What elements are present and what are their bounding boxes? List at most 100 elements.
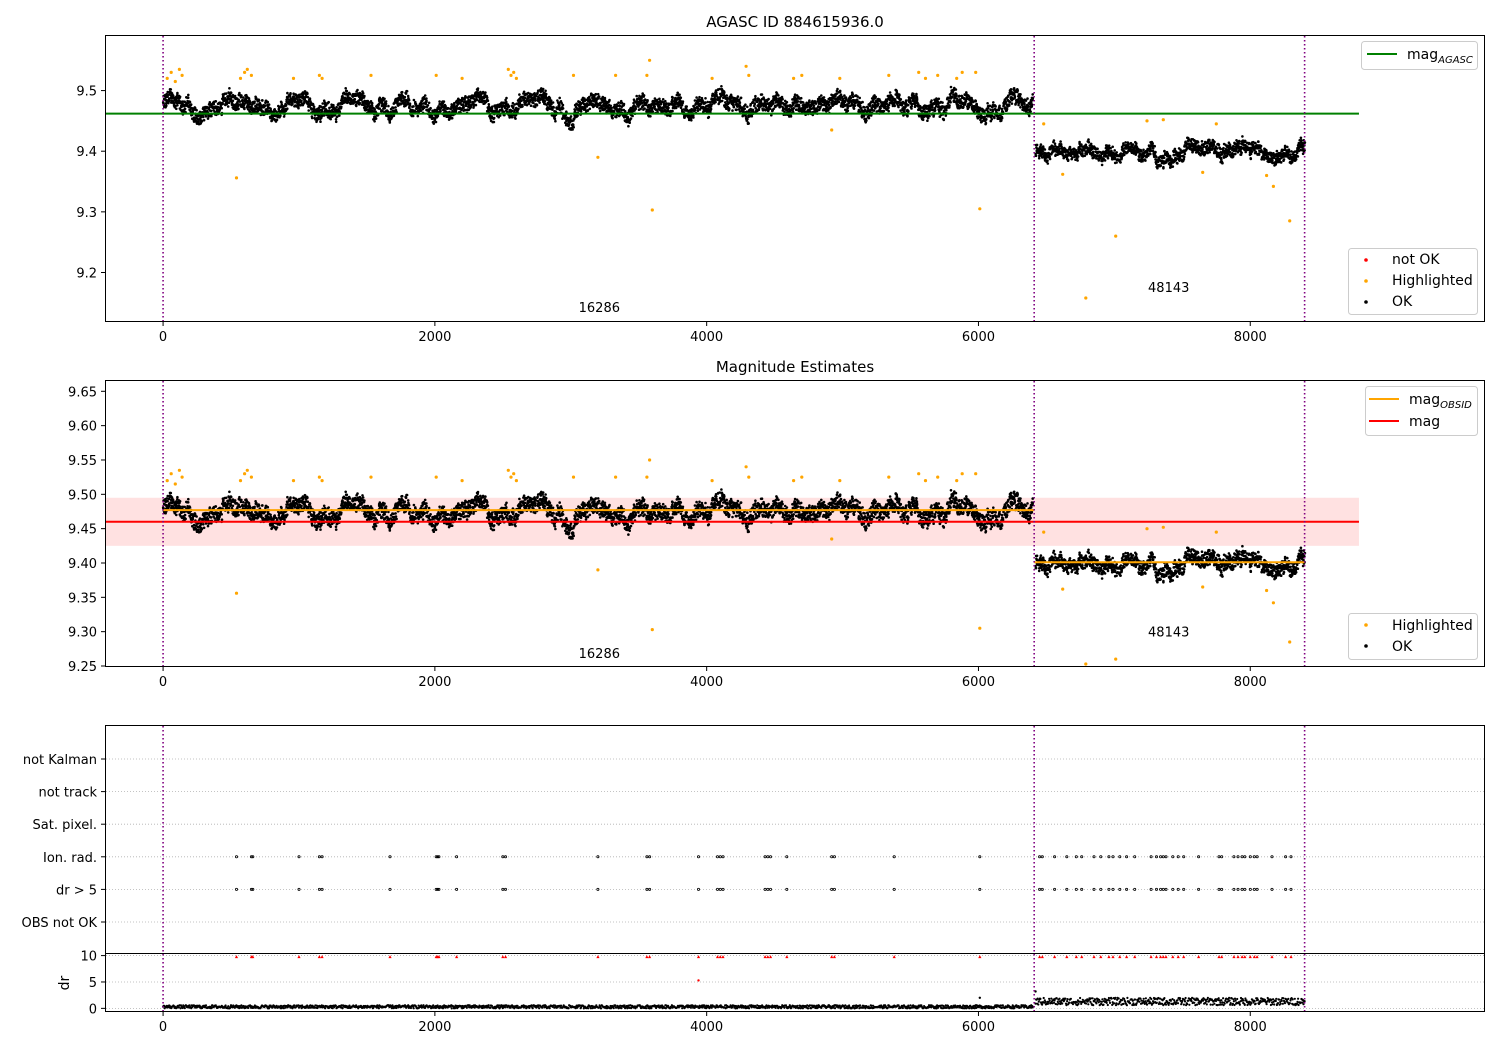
ok-point: [423, 94, 427, 97]
ok-point: [429, 106, 432, 110]
ok-point: [523, 96, 527, 100]
ok-point: [572, 126, 575, 129]
ok-point: [442, 100, 446, 103]
ok-point: [685, 105, 688, 108]
ok-point: [541, 87, 545, 91]
ok-point: [188, 100, 192, 104]
ok-point: [797, 105, 801, 108]
ok-point: [492, 116, 496, 120]
ok-point: [487, 103, 491, 106]
ok-point: [238, 91, 241, 95]
ok-point: [374, 117, 378, 120]
ok-point: [985, 118, 988, 121]
ok-point: [411, 114, 415, 118]
ok-point: [204, 115, 208, 118]
ok-point: [1168, 154, 1172, 158]
ok-point: [1100, 163, 1104, 167]
ok-point: [1007, 104, 1011, 107]
ok-point: [183, 107, 187, 111]
ok-point: [450, 116, 454, 120]
ok-point: [1115, 151, 1118, 154]
ok-point: [1162, 167, 1165, 170]
ok-point: [534, 97, 537, 100]
ok-point: [915, 92, 918, 96]
ok-point: [853, 104, 857, 108]
ok-point: [789, 115, 793, 118]
ok-point: [420, 102, 423, 106]
ok-point: [828, 103, 831, 107]
ok-point: [710, 103, 714, 106]
ok-point: [635, 94, 638, 98]
ok-point: [307, 100, 310, 103]
ok-point: [1111, 145, 1114, 149]
ok-point: [747, 115, 750, 118]
ok-point: [553, 117, 557, 121]
ok-point: [743, 107, 746, 111]
ok-point: [1004, 100, 1008, 104]
ok-point: [852, 107, 856, 110]
ok-point: [1012, 87, 1016, 90]
ok-point: [233, 94, 237, 98]
ok-point: [994, 105, 997, 108]
ok-point: [609, 104, 612, 108]
ok-point: [628, 121, 631, 124]
ok-point: [1035, 143, 1039, 147]
ok-point: [1023, 102, 1026, 106]
ok-point: [178, 95, 182, 99]
ok-point: [745, 110, 749, 113]
ok-point: [169, 88, 173, 91]
ok-point: [709, 107, 713, 111]
ok-point: [291, 102, 294, 106]
ok-point: [334, 118, 338, 121]
ok-point: [801, 101, 805, 104]
ok-point: [361, 92, 365, 95]
ok-point: [861, 100, 864, 104]
ok-point: [558, 96, 561, 100]
ok-point: [579, 110, 583, 113]
ok-point: [963, 103, 967, 106]
ok-point: [799, 96, 803, 100]
ok-point: [179, 100, 182, 103]
ok-point: [1019, 106, 1022, 109]
ok-point: [424, 102, 428, 106]
ok-point: [554, 119, 557, 123]
ok-point: [229, 91, 233, 95]
ok-point: [767, 97, 770, 101]
ok-point: [962, 105, 965, 109]
ok-point: [227, 101, 231, 104]
ok-point: [1107, 144, 1111, 147]
ok-point: [622, 102, 626, 106]
ok-point: [176, 91, 179, 95]
ok-point: [836, 87, 839, 91]
ok-point: [671, 109, 674, 113]
ok-point: [1037, 156, 1041, 160]
ok-point: [893, 104, 896, 108]
ok-point: [1176, 162, 1179, 165]
ok-point: [735, 108, 738, 112]
ok-point: [208, 101, 212, 104]
ok-point: [629, 117, 633, 120]
ok-point: [510, 109, 514, 113]
ok-point: [561, 107, 565, 110]
ok-point: [1154, 150, 1157, 154]
ok-point: [510, 115, 514, 119]
ok-point: [720, 85, 723, 88]
ok-point: [746, 105, 749, 109]
ok-point: [1016, 89, 1019, 92]
ok-point: [754, 94, 757, 98]
ok-point: [388, 121, 392, 124]
ok-point: [990, 117, 994, 121]
ok-point: [882, 109, 886, 113]
ok-point: [867, 116, 871, 120]
ok-point: [522, 90, 526, 94]
ok-point: [335, 105, 338, 109]
ok-point: [1153, 144, 1156, 148]
ok-point: [384, 102, 388, 106]
ok-point: [406, 94, 410, 98]
ok-point: [930, 99, 933, 102]
ok-point: [538, 101, 541, 104]
ok-point: [358, 101, 362, 105]
ok-point: [267, 103, 271, 106]
ok-point: [275, 118, 279, 122]
